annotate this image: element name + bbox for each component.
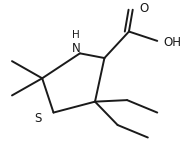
Text: N: N [72, 42, 81, 55]
Text: H: H [72, 30, 80, 40]
Text: OH: OH [163, 36, 181, 49]
Text: S: S [35, 112, 42, 125]
Text: O: O [139, 2, 149, 15]
